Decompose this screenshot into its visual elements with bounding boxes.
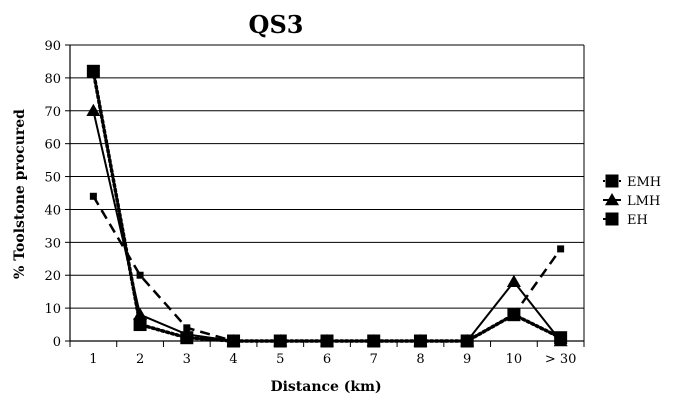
legend-label: LMH (627, 194, 660, 209)
data-point (86, 64, 100, 78)
legend: EMH LMH EH (603, 174, 661, 228)
data-point (136, 271, 144, 279)
x-tick-label: > 30 (545, 352, 577, 367)
data-point (507, 308, 521, 322)
x-tick-label: 2 (136, 352, 144, 367)
y-axis-title: % Toolstone procured (12, 109, 28, 279)
legend-label: EMH (627, 175, 661, 190)
data-point (413, 334, 427, 348)
legend-marker (605, 193, 619, 206)
series-group (86, 64, 568, 348)
x-tick-label: 3 (183, 352, 191, 367)
data-point (180, 331, 194, 345)
y-tick-label: 70 (44, 105, 61, 120)
series-lmh (86, 103, 568, 347)
x-tick-label: 9 (463, 352, 471, 367)
x-tick-label: 6 (323, 352, 331, 367)
x-tick-label: 5 (276, 352, 284, 367)
x-tick-label: 10 (506, 352, 523, 367)
series-line (92, 110, 562, 342)
data-point (554, 331, 568, 345)
data-point (86, 103, 101, 117)
y-tick-label: 40 (44, 203, 61, 218)
chart-title: QS3 (249, 10, 304, 39)
data-point (320, 334, 334, 348)
series-emh (86, 64, 568, 348)
x-tick-label: 7 (370, 352, 378, 367)
series-eh (89, 192, 565, 345)
legend-marker (605, 174, 619, 188)
gridlines (70, 44, 585, 341)
x-tick-label: 1 (89, 352, 97, 367)
x-axis-title: Distance (km) (270, 379, 381, 395)
legend-item-emh: EMH (603, 174, 661, 190)
data-point (133, 318, 147, 332)
y-tick-label: 20 (44, 269, 61, 284)
data-point (89, 192, 97, 200)
data-point (273, 334, 287, 348)
x-tick-label: 4 (229, 352, 237, 367)
y-tick-label: 30 (44, 236, 61, 251)
y-tick-label: 50 (44, 171, 61, 186)
data-point (367, 334, 381, 348)
legend-label: EH (627, 213, 648, 228)
legend-item-lmh: LMH (603, 193, 660, 209)
data-point (460, 334, 474, 348)
data-point (506, 274, 521, 288)
data-point (557, 245, 565, 253)
y-tick-label: 0 (53, 335, 61, 350)
series-line (92, 195, 562, 343)
series-line (91, 69, 563, 343)
data-point (227, 334, 241, 348)
y-axis: 0 10 20 30 40 50 60 70 80 90 (44, 39, 71, 350)
legend-item-eh: EH (603, 212, 648, 228)
y-tick-label: 60 (44, 138, 61, 153)
legend-marker (605, 212, 619, 226)
x-tick-label: 8 (416, 352, 424, 367)
y-tick-label: 80 (44, 72, 61, 87)
y-tick-label: 90 (44, 39, 61, 54)
y-tick-label: 10 (44, 302, 61, 317)
data-point (133, 307, 148, 320)
